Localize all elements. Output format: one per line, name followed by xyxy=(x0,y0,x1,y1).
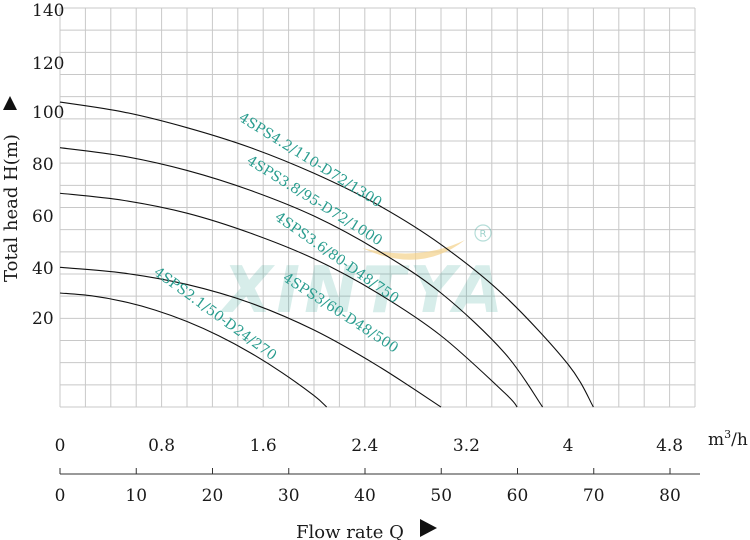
y-tick-label: 20 xyxy=(32,309,54,329)
x-tick-label-lmin: 10 xyxy=(125,486,147,506)
watermark-swoosh xyxy=(362,240,465,260)
svg-text:R: R xyxy=(480,229,487,240)
series-curve xyxy=(59,192,518,408)
y-tick-label: 40 xyxy=(32,259,54,279)
x-tick-label-lmin: 50 xyxy=(430,486,452,506)
y-axis-arrow-icon xyxy=(3,96,17,110)
y-tick-labels: 20 40 60 80 100 120 140 xyxy=(32,1,64,329)
x-axis-title: Flow rate Q xyxy=(296,522,404,540)
y-tick-label: 60 xyxy=(32,207,54,227)
x-tick-label-m3h: 1.6 xyxy=(250,436,277,456)
x-tick-label-lmin: 20 xyxy=(202,486,224,506)
x-tick-labels-lmin: 0 10 20 30 40 50 60 70 80 xyxy=(55,486,681,506)
x-tick-label-lmin: 30 xyxy=(278,486,300,506)
x-tick-label-lmin: 60 xyxy=(507,486,529,506)
watermark-text: XINTYA xyxy=(219,254,507,328)
series-curve xyxy=(59,147,544,408)
series-curve xyxy=(59,101,594,408)
x-tick-label-lmin: 40 xyxy=(354,486,376,506)
series-curve xyxy=(59,292,328,408)
x-tick-label-lmin: 80 xyxy=(659,486,681,506)
y-tick-label: 80 xyxy=(32,155,54,175)
series-curve xyxy=(59,266,442,408)
x-tick-label-m3h: 3.2 xyxy=(453,436,480,456)
x-tick-label-m3h: 0.8 xyxy=(148,436,175,456)
x-tick-label-lmin: 70 xyxy=(583,486,605,506)
y-tick-label: 100 xyxy=(32,103,64,123)
registered-mark: R xyxy=(474,224,492,242)
y-tick-label: 120 xyxy=(32,54,64,74)
secondary-x-axis xyxy=(59,468,700,475)
curves xyxy=(59,101,594,408)
x-axis-arrow-icon xyxy=(420,519,437,537)
x-unit-label-m3h: m3/h xyxy=(708,428,748,450)
y-axis-title: Total head H(m) xyxy=(1,134,22,282)
y-tick-label: 140 xyxy=(32,1,64,21)
grid xyxy=(59,7,696,408)
x-tick-label-lmin: 0 xyxy=(55,486,66,506)
x-tick-labels-m3h: 0 0.8 1.6 2.4 3.2 4 4.8 xyxy=(55,436,684,456)
x-tick-label-m3h: 0 xyxy=(55,436,66,456)
watermark: XINTYA R xyxy=(219,224,507,328)
x-tick-label-m3h: 4 xyxy=(563,436,574,456)
x-tick-label-m3h: 4.8 xyxy=(656,436,683,456)
x-tick-label-m3h: 2.4 xyxy=(351,436,378,456)
